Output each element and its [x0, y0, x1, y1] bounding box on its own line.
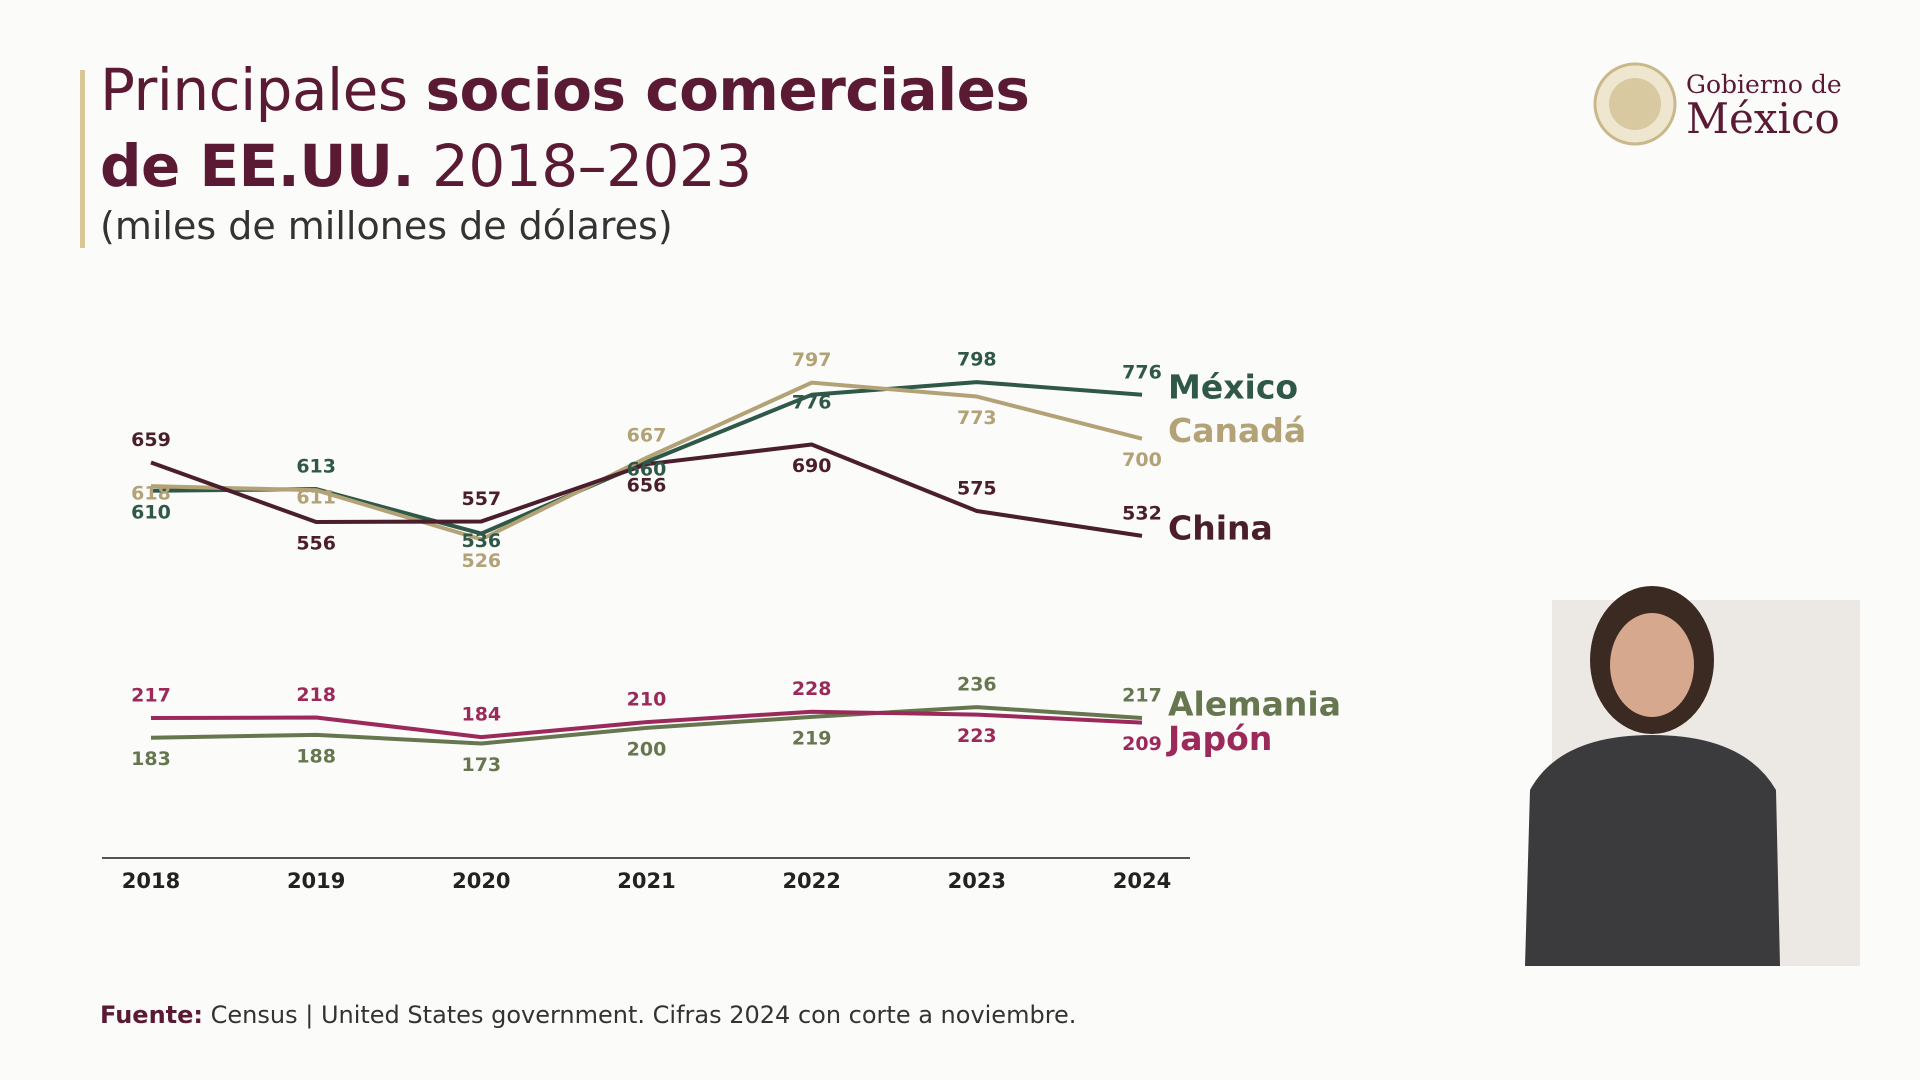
logo: Gobierno de México: [1686, 70, 1842, 143]
value-label: 556: [296, 533, 336, 555]
title-part: de EE.UU.: [100, 132, 415, 200]
x-tick-label: 2023: [948, 869, 1006, 893]
value-label: 536: [461, 530, 501, 552]
value-label: 228: [792, 678, 832, 700]
value-label: 798: [957, 349, 997, 371]
value-label: 667: [627, 424, 667, 446]
value-label: 610: [131, 501, 171, 523]
interpreter-face: [1610, 613, 1694, 717]
value-label: 183: [131, 748, 171, 770]
source-text: Census | United States government. Cifra…: [210, 1001, 1077, 1029]
legend-label: Japón: [1166, 719, 1272, 758]
x-tick-label: 2024: [1113, 869, 1171, 893]
legend-label: Canadá: [1168, 411, 1306, 450]
source: Fuente: Census | United States governmen…: [100, 1001, 1076, 1029]
value-label: 218: [296, 684, 336, 706]
emblem-center: [1609, 78, 1661, 130]
x-tick-label: 2021: [617, 869, 675, 893]
value-label: 690: [792, 455, 832, 477]
value-label: 217: [131, 685, 171, 707]
value-label: 776: [792, 391, 832, 413]
logo-text: México: [1686, 94, 1840, 143]
value-label: 618: [131, 483, 171, 505]
title-part: Principales: [100, 56, 408, 124]
value-label: 575: [957, 478, 997, 500]
value-label: 660: [627, 458, 667, 480]
chart-title: Principales socios comerciales de EE.UU.…: [100, 52, 1030, 204]
interpreter-body: [1525, 735, 1780, 966]
source-label: Fuente:: [100, 1001, 203, 1029]
value-label: 200: [627, 738, 667, 760]
value-label: 656: [627, 475, 667, 497]
value-label: 532: [1122, 502, 1162, 524]
value-label: 659: [131, 429, 171, 451]
title-part: socios comerciales: [425, 56, 1030, 124]
x-tick-label: 2019: [287, 869, 345, 893]
value-label: 184: [461, 704, 501, 726]
legend-label: Alemania: [1168, 685, 1341, 724]
x-tick-label: 2022: [782, 869, 840, 893]
value-label: 613: [296, 456, 336, 478]
value-label: 219: [792, 727, 832, 749]
accent-bar: [80, 70, 85, 248]
value-label: 773: [957, 407, 997, 429]
value-label: 210: [627, 689, 667, 711]
subtitle: (miles de millones de dólares): [100, 204, 673, 248]
value-label: 557: [461, 488, 501, 510]
logo-text: Gobierno de: [1686, 70, 1842, 99]
value-label: 776: [1122, 361, 1162, 383]
series-line: [150, 705, 1143, 746]
value-label: 700: [1122, 449, 1162, 471]
value-label: 217: [1122, 685, 1162, 707]
value-label: 173: [461, 754, 501, 776]
series-line: [150, 380, 1143, 542]
value-label: 797: [792, 349, 832, 371]
value-label: 188: [296, 745, 336, 767]
title-part: 2018–2023: [431, 132, 752, 200]
value-label: 236: [957, 674, 997, 696]
value-label: 209: [1122, 733, 1162, 755]
legend-label: México: [1168, 367, 1298, 406]
x-tick-label: 2020: [452, 869, 510, 893]
value-label: 223: [957, 725, 997, 747]
value-label: 526: [461, 550, 501, 572]
legend-label: China: [1168, 508, 1273, 547]
x-tick-label: 2018: [122, 869, 180, 893]
series-line: [150, 709, 1143, 740]
value-label: 611: [296, 487, 336, 509]
series-line: [150, 442, 1143, 538]
